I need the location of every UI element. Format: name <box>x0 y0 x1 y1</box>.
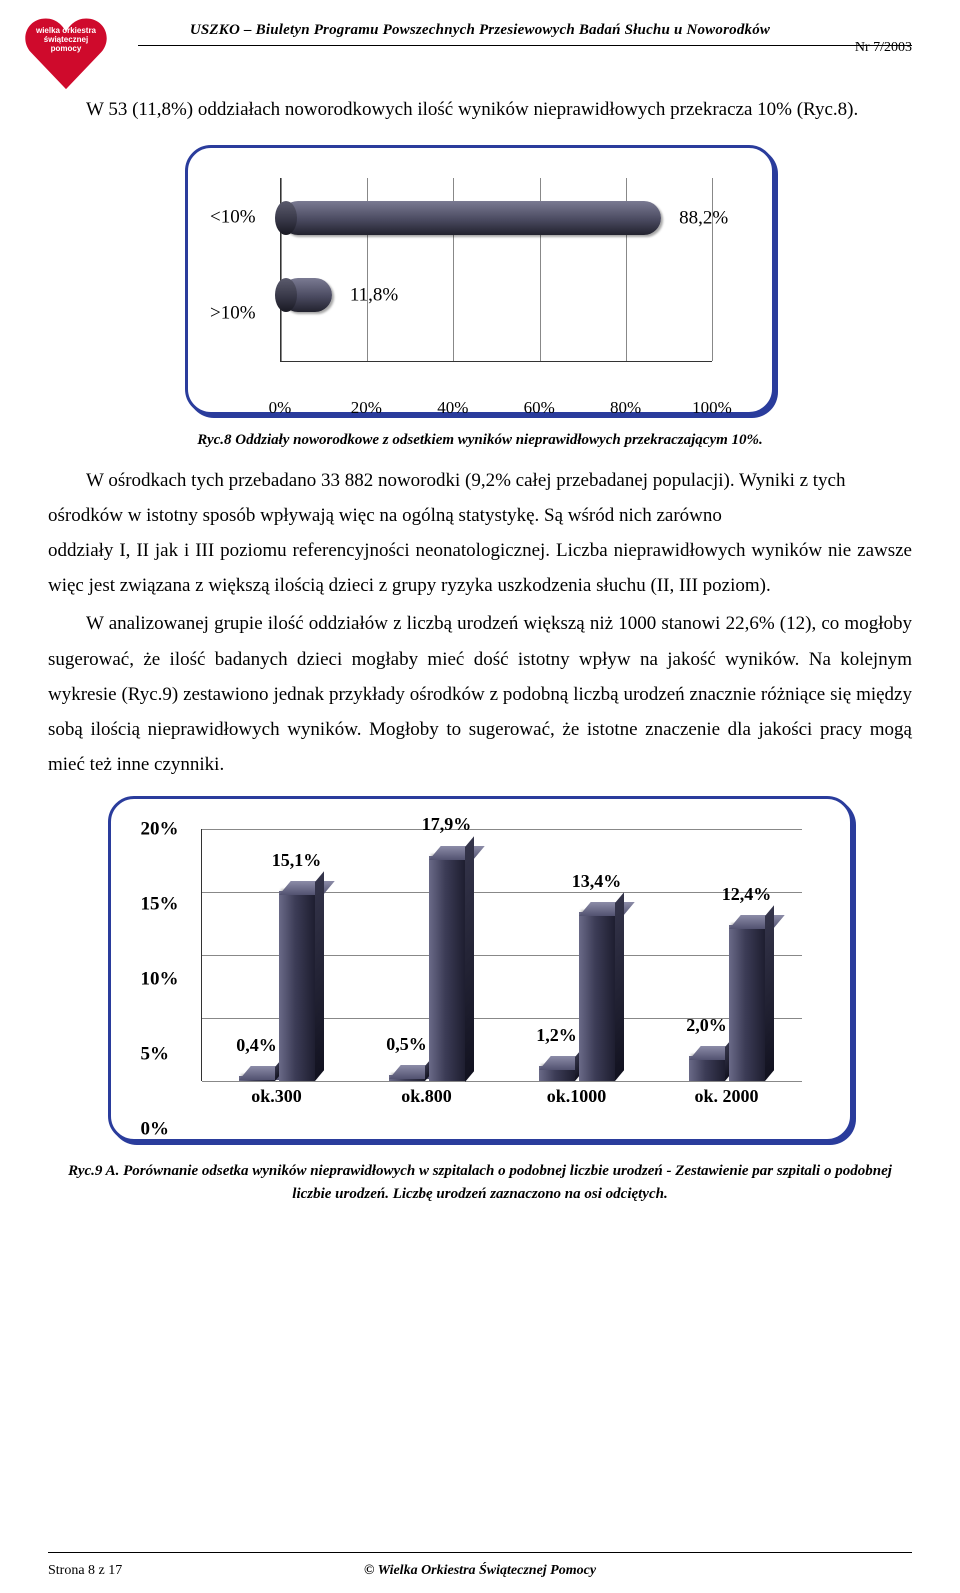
caption-ryc9: Ryc.9 A. Porównanie odsetka wyników niep… <box>48 1160 912 1205</box>
paragraph-1: W 53 (11,8%) oddziałach noworodkowych il… <box>48 92 912 127</box>
chart2-value-label: 15,1% <box>272 844 322 877</box>
chart2-bar <box>729 925 765 1081</box>
chart2-gridline <box>202 829 802 830</box>
chart2-ytick-label: 0% <box>141 1112 170 1147</box>
chart1-xtick-label: 60% <box>524 392 555 423</box>
footer-rule <box>48 1552 912 1553</box>
chart1-xtick-label: 40% <box>437 392 468 423</box>
caption-ryc8: Ryc.8 Oddziały noworodkowe z odsetkiem w… <box>48 427 912 455</box>
body: W 53 (11,8%) oddziałach noworodkowych il… <box>48 92 912 1205</box>
chart1-xtick-label: 20% <box>351 392 382 423</box>
chart2-bar <box>539 1066 575 1081</box>
chart2-value-label: 0,4% <box>236 1029 277 1062</box>
chart-ryc8-plot: 88,2%11,8% <box>280 178 712 362</box>
chart2-ytick-label: 10% <box>141 962 179 997</box>
chart2-value-label: 17,9% <box>422 808 472 841</box>
chart2-xtick-label: ok.1000 <box>547 1080 607 1113</box>
chart1-value-label: 11,8% <box>350 278 398 313</box>
chart2-value-label: 0,5% <box>386 1028 427 1061</box>
chart-ryc9-area: ok.3000,4%15,1%ok.8000,5%17,9%ok.10001,2… <box>141 821 820 1121</box>
chart2-value-label: 12,4% <box>722 878 772 911</box>
chart2-bar <box>239 1076 275 1081</box>
chart2-ytick-label: 5% <box>141 1037 170 1072</box>
chart2-value-label: 2,0% <box>686 1009 727 1042</box>
logo-line-3: pomocy <box>24 44 108 53</box>
chart2-bar <box>429 856 465 1082</box>
header-rule <box>138 45 912 46</box>
chart2-value-label: 13,4% <box>572 865 622 898</box>
chart1-value-label: 88,2% <box>679 201 728 236</box>
page-number: Strona 8 z 17 <box>48 1563 122 1579</box>
chart2-xtick-label: ok. 2000 <box>694 1080 758 1113</box>
chart2-xtick-label: ok.800 <box>401 1080 452 1113</box>
chart1-xtick-label: 80% <box>610 392 641 423</box>
chart1-bar <box>281 278 332 312</box>
paragraph-2a: W ośrodkach tych przebadano 33 882 nowor… <box>48 463 912 533</box>
chart2-value-label: 1,2% <box>536 1019 577 1052</box>
chart2-bar <box>689 1056 725 1081</box>
chart1-xtick-label: 100% <box>692 392 732 423</box>
paragraph-3: W analizowanej grupie ilość oddziałów z … <box>48 606 912 782</box>
chart1-bar <box>281 201 661 235</box>
paragraph-2b: oddziały I, II jak i III poziomu referen… <box>48 533 912 603</box>
chart2-bar <box>579 912 615 1081</box>
chart2-bar <box>279 891 315 1081</box>
page: wielka orkiestra świątecznej pomocy USZK… <box>0 0 960 1593</box>
chart2-bar <box>389 1075 425 1081</box>
chart-ryc9: ok.300 0,4% 15,1% ok.800 0,5% 17,9% ok.1000 1,2… <box>108 796 853 1142</box>
issue-number: Nr 7/2003 <box>855 40 912 56</box>
chart-ryc8: 88,2%11,8% 0%20%40%60%80%100% <10%>10% <box>185 145 775 415</box>
chart-ryc9-plot: ok.3000,4%15,1%ok.8000,5%17,9%ok.10001,2… <box>201 829 802 1081</box>
chart1-category-label: <10% <box>210 199 256 234</box>
page-title: USZKO – Biuletyn Programu Powszechnych P… <box>48 22 912 39</box>
footer-copyright: © Wielka Orkiestra Świątecznej Pomocy <box>364 1563 596 1579</box>
chart2-xtick-label: ok.300 <box>251 1080 302 1113</box>
chart1-xtick-label: 0% <box>269 392 292 423</box>
footer: Strona 8 z 17 © Wielka Orkiestra Świątec… <box>48 1563 912 1579</box>
chart2-ytick-label: 20% <box>141 812 179 847</box>
chart2-ytick-label: 15% <box>141 887 179 922</box>
chart-ryc8-area: 88,2%11,8% 0%20%40%60%80%100% <10%>10% <box>210 166 750 396</box>
header: USZKO – Biuletyn Programu Powszechnych P… <box>48 24 912 39</box>
paragraph-2a-text: W ośrodkach tych przebadano 33 882 nowor… <box>48 470 846 526</box>
chart1-category-label: >10% <box>210 296 256 331</box>
